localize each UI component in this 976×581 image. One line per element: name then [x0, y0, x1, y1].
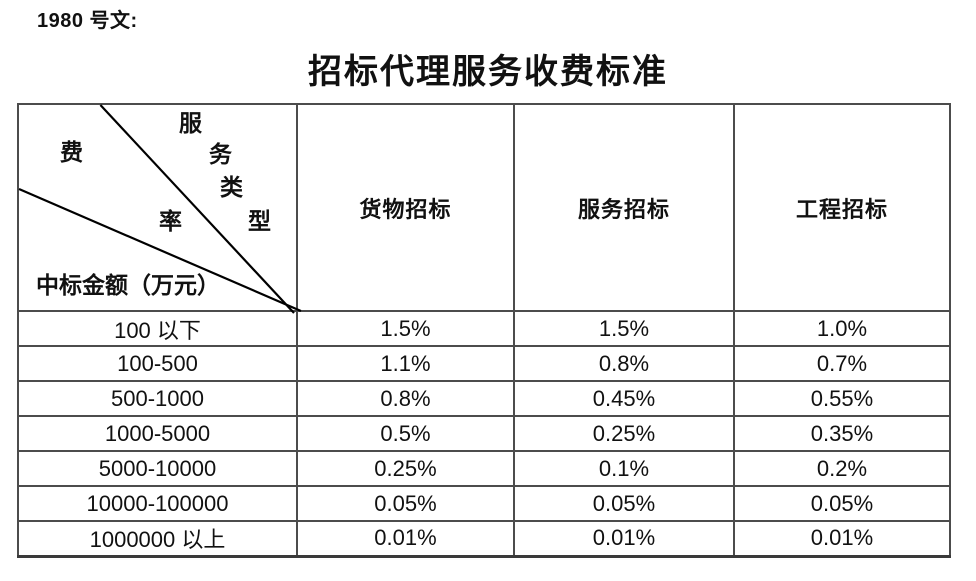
rate-cell: 0.8%	[296, 380, 515, 417]
rate-cell: 0.05%	[296, 485, 515, 522]
column-header-service-bidding: 服务招标	[513, 103, 735, 312]
rate-cell: 0.05%	[513, 485, 735, 522]
rate-cell: 0.8%	[513, 345, 735, 382]
amount-range-cell: 1000-5000	[17, 415, 298, 452]
corner-label-bid-amount: 中标金额（万元）	[36, 273, 220, 298]
rate-cell: 1.0%	[733, 310, 951, 347]
rate-cell: 0.25%	[513, 415, 735, 452]
fee-standard-table: 费 率 服 务 类 型 中标金额（万元） 货物招标 服务招标 工程招标 100 …	[17, 103, 951, 558]
table-row: 1000-5000 0.5% 0.25% 0.35%	[17, 415, 951, 452]
table-row: 100 以下 1.5% 1.5% 1.0%	[17, 310, 951, 347]
diagonal-corner-inner: 费 率 服 务 类 型 中标金额（万元）	[18, 104, 302, 314]
corner-label-type-char-2: 型	[248, 209, 271, 234]
table-row: 500-1000 0.8% 0.45% 0.55%	[17, 380, 951, 417]
rate-cell: 0.35%	[733, 415, 951, 452]
diagonal-corner-cell: 费 率 服 务 类 型 中标金额（万元）	[17, 103, 302, 314]
rate-cell: 1.1%	[296, 345, 515, 382]
table-row: 100-500 1.1% 0.8% 0.7%	[17, 345, 951, 382]
amount-range-cell: 10000-100000	[17, 485, 298, 522]
column-header-goods-bidding: 货物招标	[296, 103, 515, 312]
table-row: 5000-10000 0.25% 0.1% 0.2%	[17, 450, 951, 487]
doc-reference-label: 1980 号文:	[37, 10, 138, 32]
rate-cell: 0.01%	[296, 520, 515, 557]
rate-cell: 0.7%	[733, 345, 951, 382]
rate-cell: 0.01%	[733, 520, 951, 557]
rate-cell: 0.05%	[733, 485, 951, 522]
column-header-engineering-bidding: 工程招标	[733, 103, 951, 312]
corner-label-rate-char: 率	[159, 209, 182, 234]
rate-cell: 0.1%	[513, 450, 735, 487]
rate-cell: 0.55%	[733, 380, 951, 417]
diagonal-line-lower	[18, 187, 302, 313]
page-title: 招标代理服务收费标准	[308, 54, 668, 91]
corner-label-service-char: 服	[179, 111, 202, 136]
amount-range-cell: 100-500	[17, 345, 298, 382]
rate-cell: 1.5%	[513, 310, 735, 347]
amount-range-cell: 1000000 以上	[17, 520, 298, 557]
corner-label-service-char-2: 务	[209, 142, 232, 167]
rate-cell: 1.5%	[296, 310, 515, 347]
corner-diagonal-lines	[18, 104, 302, 314]
table-header-row: 费 率 服 务 类 型 中标金额（万元） 货物招标 服务招标 工程招标	[17, 103, 951, 314]
rate-cell: 0.01%	[513, 520, 735, 557]
rate-cell: 0.5%	[296, 415, 515, 452]
table-row: 10000-100000 0.05% 0.05% 0.05%	[17, 485, 951, 522]
table-row: 1000000 以上 0.01% 0.01% 0.01%	[17, 520, 951, 557]
corner-label-fee-char: 费	[60, 140, 83, 165]
rate-cell: 0.45%	[513, 380, 735, 417]
amount-range-cell: 5000-10000	[17, 450, 298, 487]
corner-label-type-char: 类	[220, 175, 243, 200]
amount-range-cell: 500-1000	[17, 380, 298, 417]
diagonal-line-upper	[99, 104, 295, 314]
rate-cell: 0.25%	[296, 450, 515, 487]
rate-cell: 0.2%	[733, 450, 951, 487]
amount-range-cell: 100 以下	[17, 310, 298, 347]
